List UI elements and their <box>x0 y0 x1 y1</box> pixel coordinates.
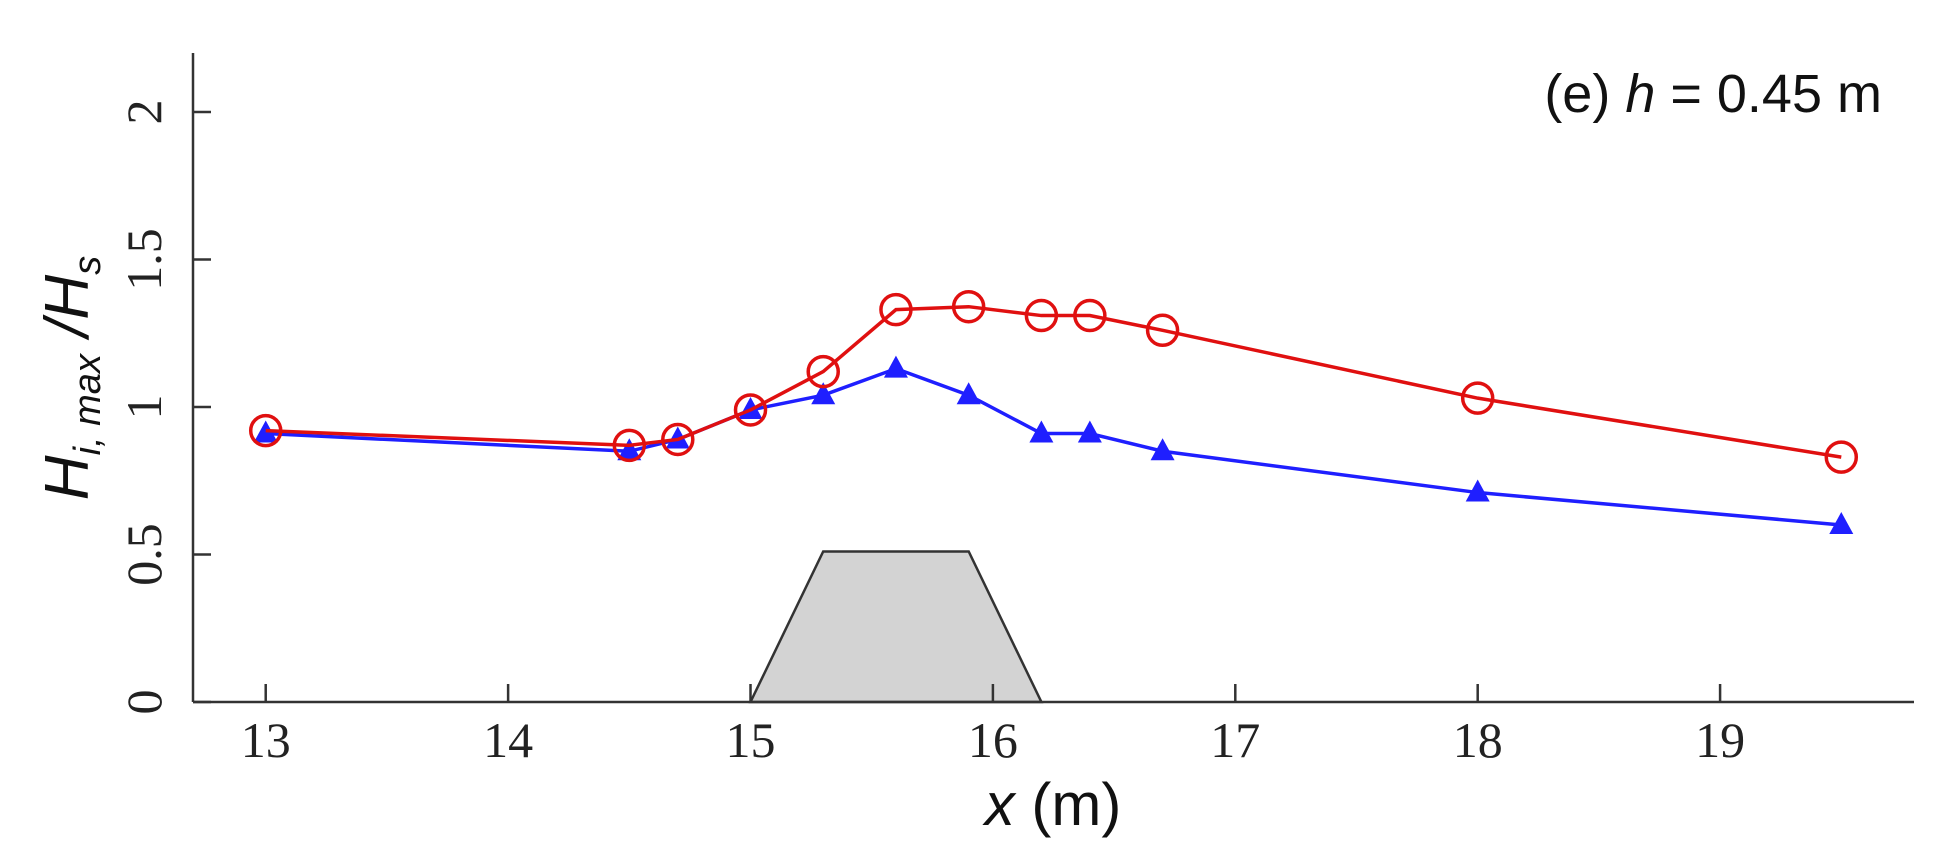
y-tick-label: 1.5 <box>116 228 172 291</box>
marker-triangle <box>1077 420 1102 443</box>
marker-triangle <box>811 382 836 405</box>
x-label-variable: x <box>982 771 1017 838</box>
series-line <box>265 366 1842 527</box>
marker-circle <box>248 413 283 448</box>
y-label-slash: /H <box>33 275 102 354</box>
annotation-prefix: (e) <box>1544 64 1625 124</box>
marker-circle <box>1073 298 1107 333</box>
marker-circle <box>879 292 913 327</box>
x-tick-label: 16 <box>968 712 1018 768</box>
marker-circle <box>1145 313 1180 348</box>
x-tick-label: 15 <box>726 712 776 768</box>
x-axis-label: x (m) <box>982 771 1122 838</box>
marker-triangle <box>1150 438 1175 461</box>
y-label-main: H <box>33 455 102 500</box>
annotation-suffix: = 0.45 m <box>1655 64 1882 124</box>
marker-circle <box>1824 440 1859 474</box>
x-label-unit: (m) <box>1015 771 1122 838</box>
annotation-variable: h <box>1625 64 1655 124</box>
y-axis-label: Hi, max /Hs <box>33 256 109 500</box>
annotation: (e) h = 0.45 m <box>1544 64 1882 124</box>
marker-circle <box>806 354 840 389</box>
marker-triangle <box>665 426 690 449</box>
marker-circle <box>661 422 695 457</box>
x-tick-label: 14 <box>483 712 533 768</box>
marker-circle <box>1024 298 1059 333</box>
y-tick-label: 1 <box>116 395 172 420</box>
x-tick-label: 13 <box>241 712 291 768</box>
marker-circle <box>951 289 986 324</box>
x-tick-label: 19 <box>1695 712 1745 768</box>
y-tick-label: 2 <box>116 100 172 125</box>
series-line <box>265 304 1842 459</box>
marker-circle <box>733 393 768 427</box>
x-tick-label: 18 <box>1453 712 1503 768</box>
marker-circle <box>612 428 647 463</box>
marker-triangle <box>883 355 908 378</box>
marker-triangle <box>1029 420 1054 443</box>
marker-circle <box>1460 381 1495 415</box>
y-label-sub2: s <box>67 256 109 275</box>
y-label-sub: i, max <box>67 352 109 455</box>
x-tick-label: 17 <box>1210 712 1260 768</box>
y-tick-label: 0.5 <box>116 523 172 586</box>
breakwater-structure <box>748 550 1044 704</box>
marker-triangle <box>1829 512 1854 534</box>
marker-triangle <box>1465 479 1490 502</box>
marker-triangle <box>617 438 642 461</box>
marker-triangle <box>956 382 981 405</box>
y-tick-label: 0 <box>116 690 172 715</box>
